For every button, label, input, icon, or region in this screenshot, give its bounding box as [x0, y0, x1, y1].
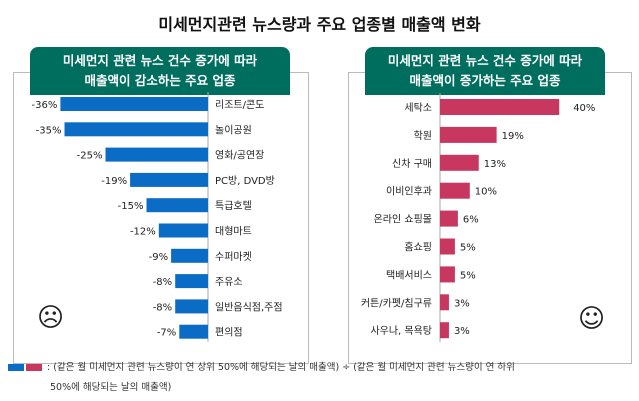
category-label: 이비인후과 [386, 186, 432, 198]
bar-decrease [175, 299, 208, 314]
value-label: 5% [460, 270, 476, 281]
right-panel [348, 72, 632, 364]
value-label: 19% [502, 131, 524, 142]
left-chart-header: 미세먼지 관련 뉴스 건수 증가에 따라 매출액이 감소하는 주요 업종 [30, 47, 290, 95]
bar-decrease [171, 248, 208, 263]
left-title-line2: 매출액이 감소하는 주요 업종 [84, 73, 236, 88]
value-label: 13% [484, 159, 506, 170]
category-label: 놀이공원 [215, 124, 252, 136]
value-label: -7% [157, 328, 176, 339]
value-label: -25% [77, 151, 103, 162]
category-label: 온라인 쇼핑몰 [374, 214, 432, 226]
bar-decrease [130, 172, 208, 187]
bar-decrease [158, 223, 208, 238]
value-label: 10% [475, 187, 497, 198]
value-label: -35% [36, 125, 62, 136]
category-label: 학원 [414, 130, 432, 142]
value-label: -15% [118, 201, 144, 212]
bar-decrease [146, 198, 208, 213]
category-label: 사우나, 목욕탕 [370, 325, 432, 337]
category-label: PC방, DVD방 [215, 175, 275, 187]
value-label: 6% [463, 215, 479, 226]
category-label: 영화/공연장 [215, 150, 264, 162]
value-label: -19% [101, 176, 127, 187]
bar-decrease [179, 324, 208, 339]
bar-decrease [105, 147, 208, 162]
category-label: 택배서비스 [386, 269, 432, 281]
bar-increase [440, 266, 455, 283]
value-label: -12% [130, 227, 156, 238]
category-label: 신차 구매 [392, 158, 432, 170]
category-label: 홈쇼핑 [404, 241, 432, 254]
left-title-line1: 미세먼지 관련 뉴스 건수 증가에 따라 [62, 53, 258, 68]
page-title: 미세먼지관련 뉴스량과 주요 업종별 매출액 변화 [158, 15, 481, 34]
legend-swatch-blue [8, 364, 24, 371]
category-label: 대형마트 [215, 226, 252, 238]
category-label: 주유소 [215, 276, 243, 288]
legend-text-line1: : (같은 월 미세먼지 관련 뉴스량이 연 상위 50%에 해당되는 날의 매… [47, 362, 515, 373]
bar-decrease [60, 97, 209, 111]
sad-face-icon: ☹ [37, 303, 65, 333]
category-label: 커튼/카펫/침구류 [361, 297, 432, 309]
category-label: 편의점 [215, 327, 243, 339]
bar-increase [440, 182, 470, 199]
right-title-line1: 미세먼지 관련 뉴스 건수 증가에 따라 [387, 53, 583, 68]
bar-decrease [175, 274, 208, 289]
category-label: 세탁소 [404, 102, 432, 114]
bar-increase [440, 126, 497, 143]
smiley-face-icon: ☺ [578, 304, 606, 334]
bar-increase [440, 294, 449, 311]
value-label: 5% [460, 243, 476, 254]
value-label: -9% [149, 252, 168, 263]
bar-increase [440, 238, 455, 255]
value-label: -8% [153, 302, 172, 313]
category-label: 리조트/콘도 [215, 99, 264, 111]
legend: : (같은 월 미세먼지 관련 뉴스량이 연 상위 50%에 해당되는 날의 매… [8, 358, 515, 398]
legend-text-line2: 50%에 해당되는 날의 매출액) [50, 382, 172, 393]
bar-increase [440, 99, 560, 115]
value-label: 3% [454, 326, 470, 337]
bar-increase [440, 322, 449, 339]
value-label: 3% [454, 298, 470, 309]
value-label: -36% [32, 100, 58, 111]
bar-increase [440, 154, 479, 171]
category-label: 일반음식점,주점 [215, 301, 283, 313]
bar-decrease [64, 122, 208, 137]
category-label: 수퍼마켓 [215, 251, 252, 263]
category-label: 특급호텔 [215, 200, 252, 212]
right-title-line2: 매출액이 증가하는 주요 업종 [409, 73, 561, 88]
right-chart-header: 미세먼지 관련 뉴스 건수 증가에 따라 매출액이 증가하는 주요 업종 [365, 47, 605, 95]
left-panel [13, 72, 309, 364]
value-label: 40% [573, 103, 595, 114]
legend-swatch-red [26, 364, 42, 371]
value-label: -8% [153, 277, 172, 288]
bar-increase [440, 210, 458, 227]
